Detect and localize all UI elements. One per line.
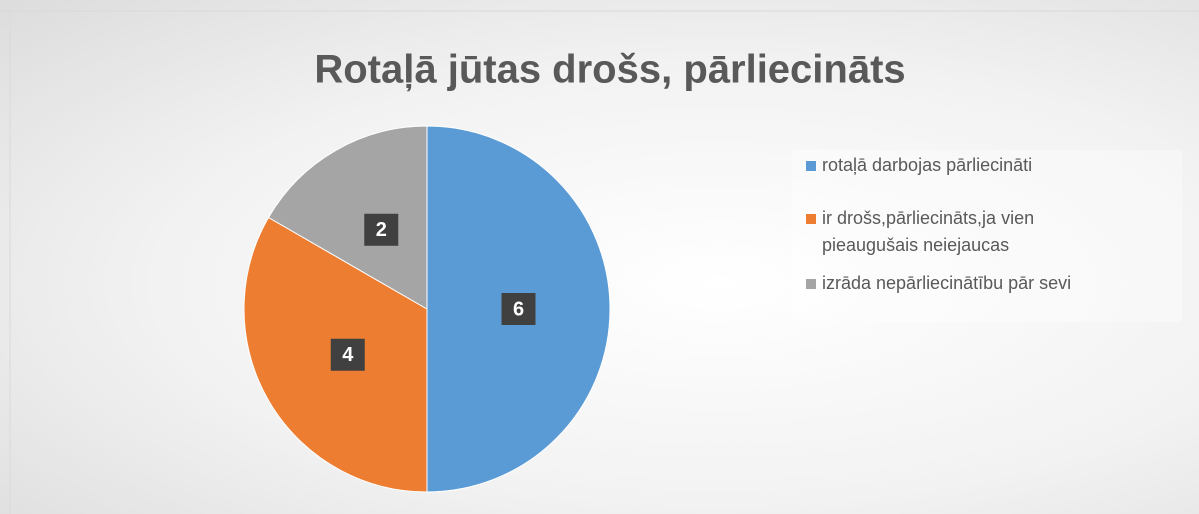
data-label: 6 bbox=[513, 298, 524, 320]
data-label-box bbox=[330, 338, 365, 371]
data-label-box bbox=[364, 213, 399, 246]
legend-swatch bbox=[806, 214, 816, 224]
legend-item: ir drošs,pārliecināts,ja vien pieaugušai… bbox=[806, 205, 1122, 259]
data-label: 2 bbox=[376, 219, 387, 241]
legend-label: izrāda nepārliecinātību pār sevi bbox=[822, 273, 1072, 293]
data-label: 4 bbox=[342, 344, 354, 366]
chart-title: Rotaļā jūtas drošs, pārliecināts bbox=[314, 48, 905, 92]
legend-swatch bbox=[806, 161, 816, 171]
data-label-box bbox=[501, 293, 536, 325]
legend-label: rotaļā darbojas pārliecināti bbox=[822, 155, 1033, 175]
legend-swatch bbox=[806, 279, 816, 289]
legend: rotaļā darbojas pārliecināti ir drošs,pār… bbox=[792, 150, 1182, 322]
legend-label: ir drošs,pārliecināts,ja vien pieaugušai… bbox=[822, 208, 1035, 255]
pie-slice bbox=[267, 125, 428, 310]
legend-item: rotaļā darbojas pārliecināti bbox=[806, 152, 1122, 179]
legend-item: izrāda nepārliecinātību pār sevi bbox=[806, 270, 1122, 297]
